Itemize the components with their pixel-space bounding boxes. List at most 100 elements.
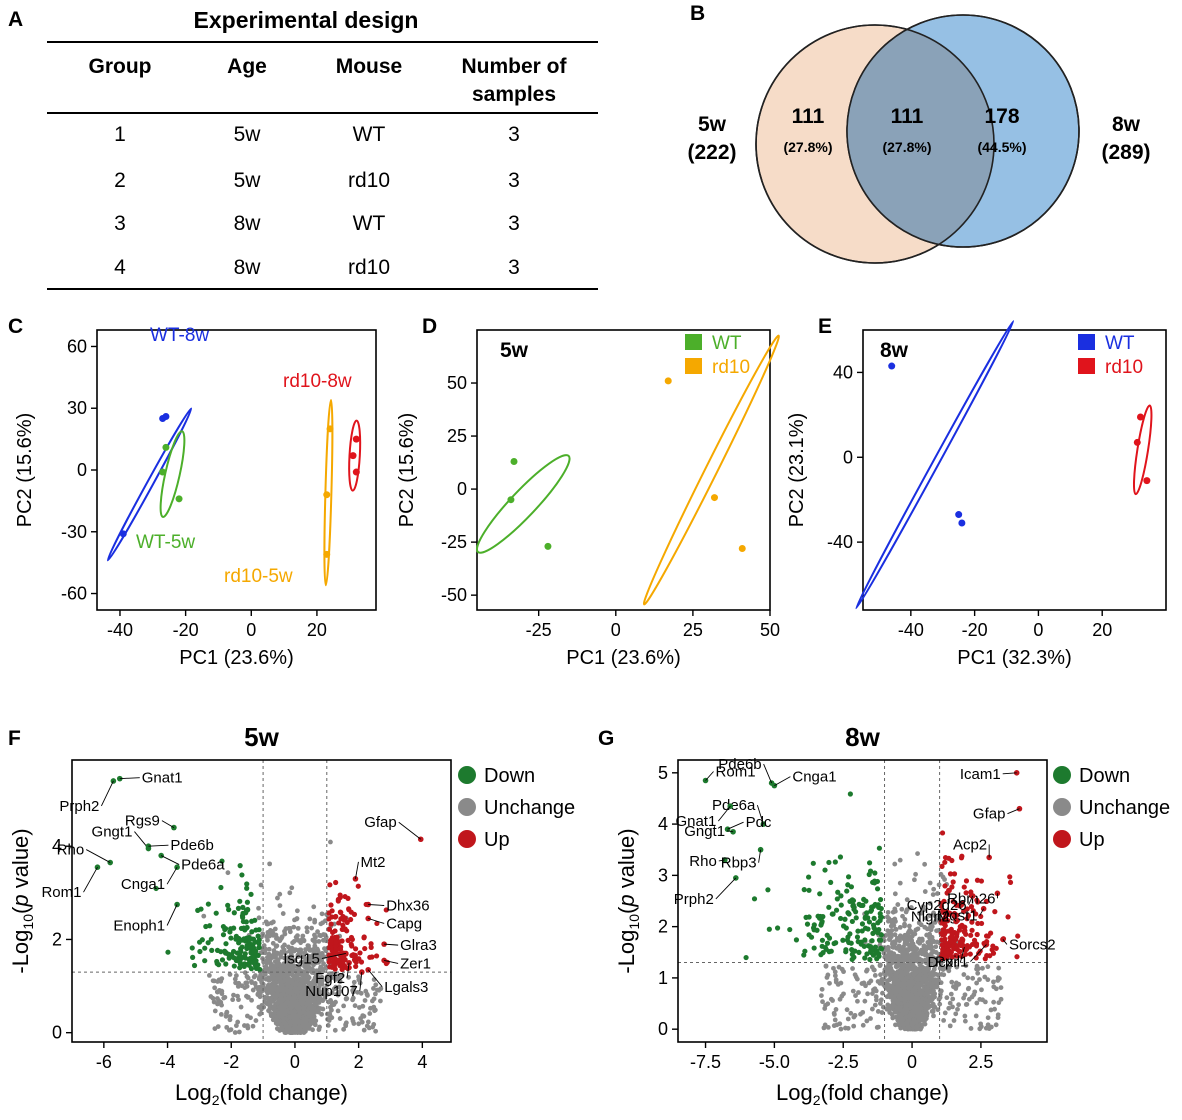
point-unchange xyxy=(871,987,876,993)
point-unchange xyxy=(310,1027,315,1033)
chart-5-xtick-label: -7.5 xyxy=(690,1052,721,1072)
pca-point-wt-5w xyxy=(159,468,167,476)
point-down xyxy=(863,898,869,904)
point-unchange xyxy=(818,993,824,999)
point-down xyxy=(851,904,857,911)
point-unchange xyxy=(295,954,301,960)
point-unchange xyxy=(285,1024,291,1030)
point-unchange xyxy=(924,932,930,938)
point-unchange xyxy=(362,998,368,1003)
pca-point-wt xyxy=(888,362,896,370)
gene-leader-pde6a xyxy=(160,855,180,865)
point-unchange xyxy=(890,989,896,995)
chart-1-xtick-label: 0 xyxy=(246,620,256,640)
point-unchange xyxy=(886,987,892,993)
point-up xyxy=(352,958,358,964)
point-unchange xyxy=(916,968,922,974)
point-unchange xyxy=(270,991,276,996)
point-unchange xyxy=(996,1000,1002,1006)
point-up xyxy=(983,898,989,905)
gene-label-gngt1: Gngt1 xyxy=(92,824,133,841)
point-unchange xyxy=(885,953,891,958)
point-unchange xyxy=(872,973,878,978)
venn-pct-left: (27.8%) xyxy=(783,139,832,155)
legend-swatch-rd10 xyxy=(685,358,702,374)
point-down xyxy=(806,874,812,880)
point-down xyxy=(208,936,214,942)
gene-label-glra3: Glra3 xyxy=(400,937,437,954)
point-unchange xyxy=(225,870,231,876)
point-unchange xyxy=(898,1012,904,1018)
point-down xyxy=(878,945,884,951)
point-unchange xyxy=(295,975,300,981)
point-up xyxy=(332,928,338,934)
point-up xyxy=(939,830,946,836)
point-unchange xyxy=(905,948,911,954)
point-up xyxy=(987,953,993,959)
point-up xyxy=(369,954,375,960)
gene-label-cyp2d26: Cyp2d26 xyxy=(907,897,967,914)
gene-label-ppil1: Ppil1 xyxy=(935,954,968,971)
gene-leader-zer1 xyxy=(384,959,399,964)
point-unchange xyxy=(832,973,838,979)
point-down xyxy=(253,958,259,964)
point-unchange xyxy=(320,937,326,943)
point-unchange xyxy=(922,991,928,997)
point-unchange xyxy=(265,982,271,988)
point-up xyxy=(954,943,960,949)
pca-point-rd10 xyxy=(710,494,718,502)
point-unchange xyxy=(910,963,916,968)
point-unchange xyxy=(991,984,997,990)
point-unchange xyxy=(304,985,310,991)
point-unchange xyxy=(307,1022,313,1028)
point-unchange xyxy=(233,1023,239,1029)
legend-label-unchange: Unchange xyxy=(1079,797,1170,819)
point-up xyxy=(954,931,960,937)
point-down xyxy=(239,872,245,878)
gene-leader-pdc xyxy=(727,821,744,830)
point-down xyxy=(826,904,832,910)
point-down xyxy=(842,916,848,922)
point-up xyxy=(968,904,975,910)
point-down xyxy=(848,884,855,890)
point-unchange xyxy=(948,991,954,997)
point-unchange xyxy=(938,991,943,997)
chart-3-xtick-label: 0 xyxy=(1033,620,1043,640)
point-down xyxy=(854,934,861,940)
legend-label-unchange: Unchange xyxy=(484,797,575,819)
point-unchange xyxy=(257,976,262,981)
point-up xyxy=(1007,879,1014,886)
point-down xyxy=(223,941,229,947)
point-unchange xyxy=(927,955,933,961)
point-up xyxy=(333,946,339,952)
point-down xyxy=(877,896,884,903)
point-unchange xyxy=(313,975,319,980)
point-unchange xyxy=(272,1004,277,1010)
point-up xyxy=(335,957,341,963)
point-unchange xyxy=(898,1007,903,1013)
point-unchange xyxy=(294,981,299,987)
point-unchange xyxy=(267,861,273,867)
chart-4-ytick-label: 2 xyxy=(52,929,62,949)
point-down xyxy=(793,937,800,943)
gene-point-gnat1 xyxy=(116,775,123,782)
point-unchange xyxy=(914,1026,920,1032)
venn-label-8w: 8w xyxy=(1112,113,1141,136)
point-down xyxy=(833,907,840,913)
point-unchange xyxy=(982,974,988,980)
gene-leader-gfap xyxy=(1007,808,1020,815)
point-up xyxy=(967,951,973,957)
point-down xyxy=(872,870,878,876)
point-down xyxy=(202,958,208,964)
point-down xyxy=(828,879,834,886)
chart-4-xtick-label: 2 xyxy=(354,1052,364,1072)
point-unchange xyxy=(874,1025,880,1030)
point-unchange xyxy=(831,1023,837,1029)
point-unchange xyxy=(895,902,901,907)
point-down xyxy=(774,925,781,931)
gene-label-zer1: Zer1 xyxy=(400,955,431,972)
point-unchange xyxy=(263,946,268,952)
